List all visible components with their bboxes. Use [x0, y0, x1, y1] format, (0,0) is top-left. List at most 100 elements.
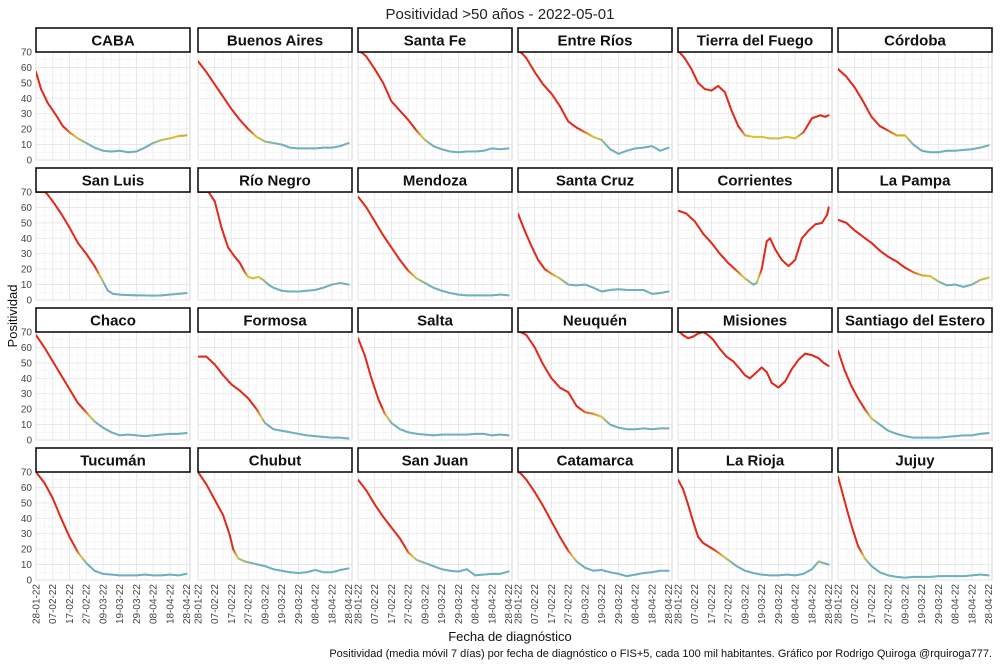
series-line	[358, 52, 510, 154]
series-line	[358, 478, 510, 577]
panel: Misiones	[677, 307, 833, 441]
y-tick-label: 30	[21, 109, 33, 120]
x-tick-label: 17-02-22	[65, 584, 76, 624]
x-tick-label: 27-02-22	[564, 584, 575, 624]
series-line	[678, 52, 830, 140]
x-tick-label: 09-03-22	[420, 584, 431, 624]
line-segment	[763, 247, 767, 257]
panel-title: Misiones	[723, 313, 787, 330]
panel-strip	[35, 167, 191, 193]
y-tick-label: 20	[21, 125, 33, 136]
x-tick-label: 17-02-22	[707, 584, 718, 624]
panel-title: Tucumán	[80, 453, 146, 470]
panel: Mendoza	[357, 167, 513, 301]
x-tick-label: 29-03-22	[614, 584, 625, 624]
panel-strip	[357, 167, 513, 193]
y-tick-label: 10	[21, 140, 33, 151]
y-tick-label: 20	[21, 545, 33, 556]
panel: Catamarca 28-01-22 07-02-22 17-02-22 27-02-2…	[514, 447, 675, 624]
series-line	[198, 60, 350, 150]
panel: Corrientes	[677, 167, 833, 301]
panel: La Pampa	[837, 167, 993, 301]
y-tick-label: 30	[21, 529, 33, 540]
panel: Neuquén	[517, 307, 673, 441]
panel-title: San Luis	[82, 173, 145, 190]
series-line	[838, 67, 990, 154]
x-tick-label: 17-02-22	[387, 584, 398, 624]
x-tick-label: 08-04-22	[471, 584, 482, 624]
x-tick-label: 28-01-22	[674, 584, 685, 624]
panel: Tucumán 0 10 20 30 40 50 60 70 28-01-22 07-02-22 17…	[21, 447, 193, 624]
x-tick-label: 18-04-22	[967, 584, 978, 624]
panel-title: Neuquén	[563, 313, 627, 330]
y-tick-label: 40	[21, 514, 33, 525]
panel-strip	[677, 307, 833, 333]
y-tick-label: 0	[26, 436, 32, 447]
y-tick-label: 60	[21, 483, 33, 494]
panel: Entre Ríos	[517, 27, 673, 161]
x-tick-label: 17-02-22	[867, 584, 878, 624]
panel-strip	[517, 27, 673, 53]
x-tick-label: 27-02-22	[884, 584, 895, 624]
x-tick-label: 28-01-22	[194, 584, 205, 624]
x-tick-label: 28-04-22	[824, 584, 835, 624]
x-tick-label: 28-04-22	[344, 584, 355, 624]
panel-title: Chubut	[249, 453, 301, 470]
series-line	[678, 206, 830, 286]
series-line	[198, 472, 350, 575]
panel-strip	[357, 27, 513, 53]
y-tick-label: 0	[26, 576, 32, 587]
x-tick-label: 28-01-22	[514, 584, 525, 624]
panel-title: Córdoba	[884, 33, 946, 50]
panel-title: CABA	[91, 33, 134, 50]
panel-title: Catamarca	[557, 453, 634, 470]
x-tick-label: 18-04-22	[487, 584, 498, 624]
y-tick-label: 10	[21, 420, 33, 431]
panel: La Rioja 28-01-22 07-02-22 17-02-22 27-02-22…	[674, 447, 835, 624]
x-axis-label: Fecha de diagnóstico	[448, 629, 572, 644]
x-tick-label: 28-01-22	[354, 584, 365, 624]
x-tick-label: 28-04-22	[182, 584, 193, 624]
panel-strip	[35, 27, 191, 53]
panel: Río Negro	[197, 167, 353, 301]
panel-title: Corrientes	[717, 173, 792, 190]
panel-strip	[35, 307, 191, 333]
x-tick-label: 17-02-22	[227, 584, 238, 624]
y-tick-label: 0	[26, 156, 32, 167]
series-line	[36, 334, 188, 438]
chart-caption: Positividad (media móvil 7 días) por fec…	[329, 648, 992, 660]
x-tick-label: 27-02-22	[82, 584, 93, 624]
panel-strip	[357, 307, 513, 333]
x-tick-label: 09-03-22	[98, 584, 109, 624]
line-segment	[761, 254, 766, 264]
panel-title: Santa Cruz	[556, 173, 634, 190]
y-tick-label: 60	[21, 343, 33, 354]
line-segment	[665, 146, 670, 150]
panel-strip	[357, 447, 513, 473]
panel: CABA 0 10 20 30 40 50 60 70	[21, 27, 191, 167]
x-tick-label: 09-03-22	[580, 584, 591, 624]
panel-title: Santa Fe	[404, 33, 467, 50]
x-tick-label: 28-04-22	[984, 584, 995, 624]
y-tick-label: 70	[21, 328, 33, 339]
panel-title: Santiago del Estero	[845, 313, 985, 330]
panel-strip	[517, 167, 673, 193]
series-line	[518, 52, 670, 155]
y-tick-label: 50	[21, 218, 33, 229]
panel-strip	[837, 167, 993, 193]
series-line	[838, 218, 990, 288]
panel: San Juan 28-01-22 07-02-22 17-02-22 27-02-22…	[354, 447, 515, 624]
y-tick-label: 40	[21, 374, 33, 385]
x-tick-label: 18-04-22	[165, 584, 176, 624]
line-segment	[367, 365, 371, 374]
y-axis-label: Positividad	[5, 285, 20, 348]
line-segment	[985, 276, 990, 280]
line-segment	[365, 359, 370, 368]
y-tick-label: 60	[21, 203, 33, 214]
line-segment	[215, 206, 220, 216]
panel: Salta	[357, 307, 513, 441]
panel-title: Buenos Aires	[227, 33, 323, 50]
panel-title: Jujuy	[895, 453, 935, 470]
x-tick-label: 19-03-22	[917, 584, 928, 624]
